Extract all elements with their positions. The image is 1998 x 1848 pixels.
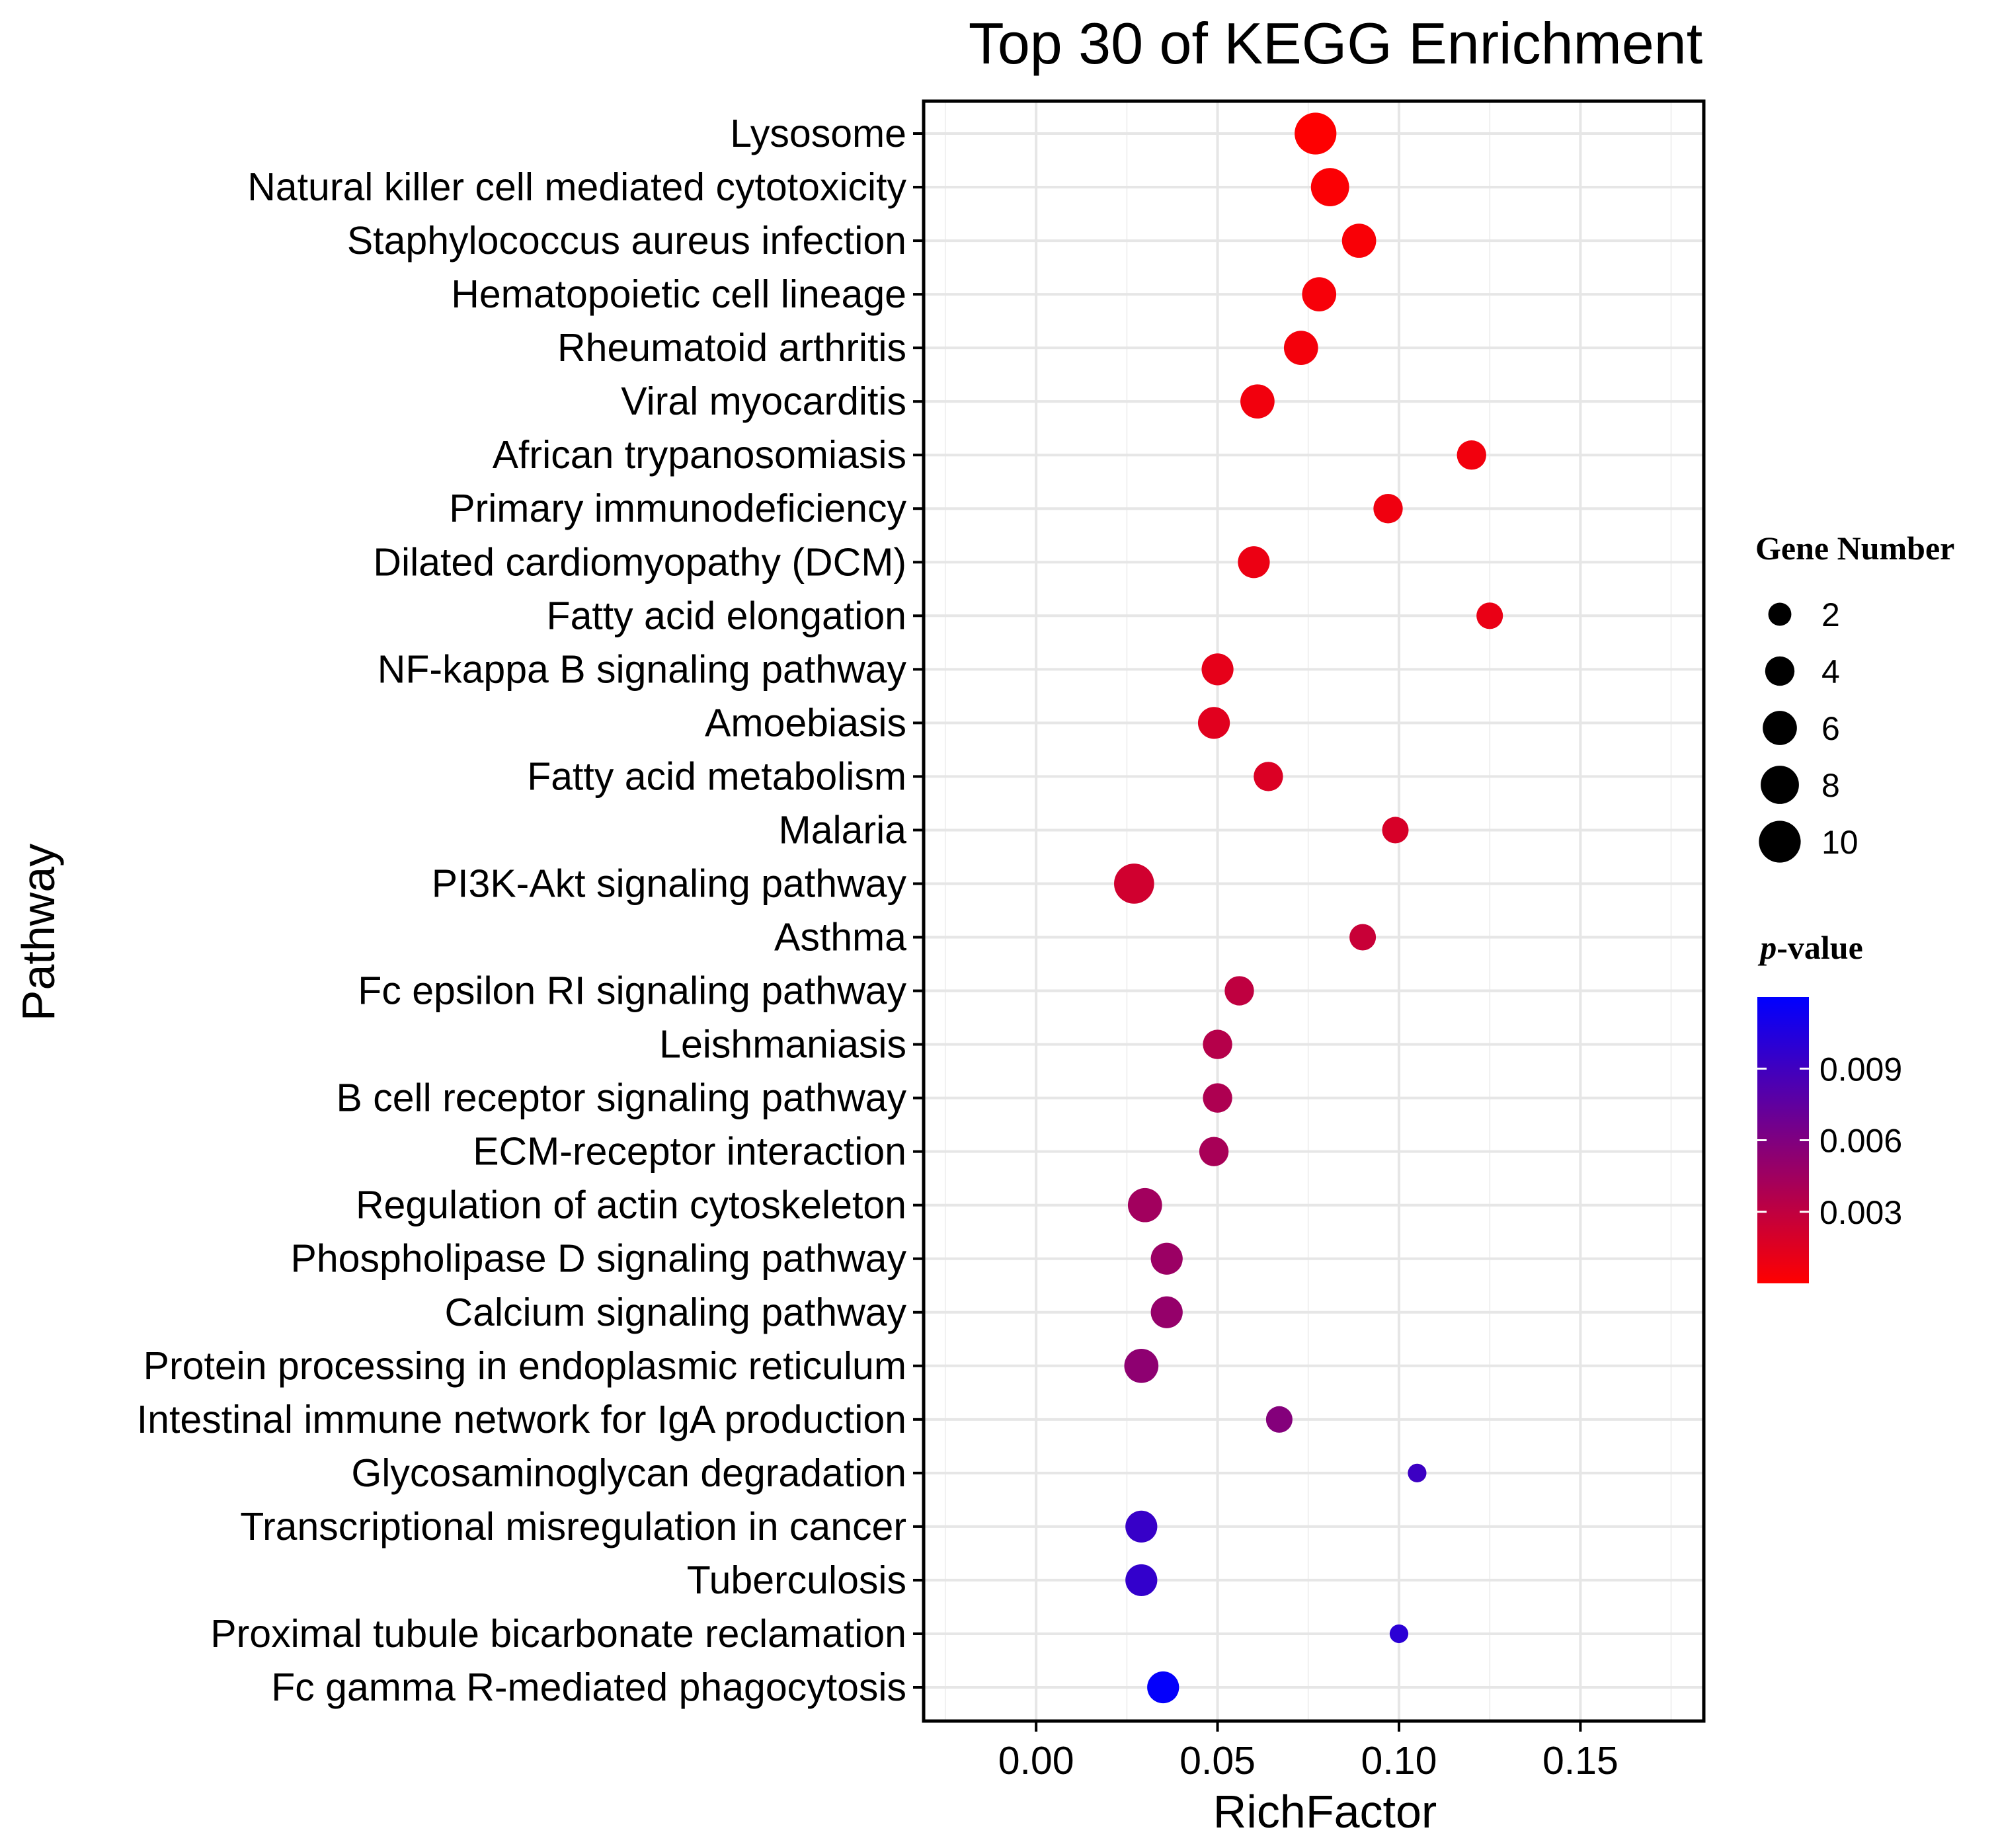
size-legend-dot	[1768, 602, 1792, 626]
data-point	[1224, 976, 1254, 1006]
y-tick-label: Fc epsilon RI signaling pathway	[358, 969, 906, 1013]
data-point	[1408, 1463, 1427, 1482]
y-tick-label: African trypanosomiasis	[493, 433, 906, 477]
y-axis: Lysosome Natural killer cell mediated cyt…	[137, 112, 924, 1709]
data-point	[1382, 817, 1409, 844]
y-tick-label: Fc gamma R-mediated phagocytosis	[271, 1666, 906, 1709]
y-axis-title: Pathway	[13, 844, 64, 1021]
data-point	[1124, 1348, 1159, 1383]
color-legend: p-value 0.003 0.006 0.009	[1757, 929, 1902, 1283]
data-point	[1457, 440, 1486, 470]
y-tick-label: Regulation of actin cytoskeleton	[356, 1184, 906, 1227]
size-legend-label: 8	[1821, 767, 1840, 804]
data-point	[1150, 1296, 1183, 1328]
size-legend-label: 4	[1821, 653, 1840, 690]
data-point	[1125, 1510, 1158, 1543]
x-tick-label: 0.00	[998, 1739, 1074, 1783]
y-tick-label: Asthma	[774, 916, 906, 959]
y-tick-label: Fatty acid elongation	[547, 594, 906, 637]
data-point	[1201, 653, 1234, 686]
y-tick-label: Primary immunodeficiency	[449, 487, 906, 530]
color-legend-title: p-value	[1757, 929, 1863, 966]
size-legend: Gene Number 2 4 6 8 10	[1755, 530, 1954, 863]
y-tick-label: ECM-receptor interaction	[473, 1130, 906, 1174]
data-point	[1341, 223, 1377, 258]
y-tick-label: Protein processing in endoplasmic reticu…	[143, 1344, 906, 1388]
data-point	[1199, 1137, 1229, 1166]
y-tick-label: Hematopoietic cell lineage	[451, 272, 906, 316]
y-tick-label: Fatty acid metabolism	[527, 754, 906, 798]
x-tick-label: 0.05	[1179, 1739, 1256, 1783]
y-tick-label: Calcium signaling pathway	[444, 1291, 906, 1334]
y-tick-label: Proximal tubule bicarbonate reclamation	[210, 1612, 906, 1656]
size-legend-label: 10	[1821, 824, 1858, 861]
x-tick-label: 0.15	[1542, 1739, 1618, 1783]
y-tick-label: Intestinal immune network for IgA produc…	[137, 1398, 906, 1441]
data-point	[1310, 168, 1349, 206]
size-legend-title: Gene Number	[1755, 530, 1954, 567]
data-point	[1150, 1242, 1183, 1275]
size-legend-dot	[1761, 766, 1799, 804]
y-tick-label: B cell receptor signaling pathway	[336, 1076, 906, 1120]
y-tick-label: NF-kappa B signaling pathway	[378, 647, 907, 691]
x-tick-label: 0.10	[1361, 1739, 1437, 1783]
y-tick-label: Malaria	[779, 808, 907, 852]
y-tick-label: Viral myocarditis	[621, 380, 906, 423]
size-legend-dot	[1765, 656, 1795, 686]
data-point	[1349, 924, 1377, 951]
data-point	[1147, 1671, 1179, 1704]
data-points	[1114, 112, 1503, 1704]
y-tick-label: Leishmaniasis	[659, 1023, 906, 1066]
data-point	[1389, 1624, 1409, 1644]
data-point	[1127, 1187, 1162, 1223]
data-point	[1125, 1564, 1158, 1597]
size-legend-dot	[1759, 821, 1801, 863]
data-point	[1295, 112, 1337, 155]
color-legend-title-italic: p	[1757, 929, 1777, 966]
data-point	[1265, 1406, 1293, 1433]
y-tick-label: Amoebiasis	[705, 701, 906, 744]
y-tick-label: Glycosaminoglycan degradation	[351, 1451, 906, 1495]
size-legend-label: 2	[1821, 596, 1840, 633]
color-legend-label: 0.003	[1819, 1194, 1902, 1231]
color-legend-title-rest: -value	[1777, 929, 1863, 966]
x-axis-title: RichFactor	[1213, 1786, 1437, 1837]
y-tick-label: Phospholipase D signaling pathway	[291, 1237, 907, 1281]
y-tick-label: Lysosome	[730, 112, 906, 155]
data-point	[1238, 546, 1270, 579]
size-legend-dot	[1763, 711, 1797, 745]
x-axis: 0.00 0.05 0.10 0.15	[998, 1721, 1618, 1783]
data-point	[1254, 762, 1283, 791]
data-point	[1283, 331, 1318, 365]
plot-panel-border	[922, 99, 1706, 1723]
data-point	[1240, 384, 1275, 419]
size-legend-label: 6	[1821, 710, 1840, 747]
data-point	[1197, 707, 1230, 739]
y-tick-label: Rheumatoid arthritis	[557, 326, 906, 370]
y-tick-label: Staphylococcus aureus infection	[347, 219, 906, 262]
color-legend-label: 0.006	[1819, 1123, 1902, 1160]
data-point	[1302, 277, 1337, 311]
y-tick-label: Tuberculosis	[687, 1558, 906, 1602]
data-point	[1203, 1083, 1232, 1113]
data-point	[1476, 602, 1503, 629]
y-tick-label: Natural killer cell mediated cytotoxicit…	[247, 165, 906, 209]
y-tick-label: PI3K-Akt signaling pathway	[432, 862, 907, 905]
y-tick-label: Dilated cardiomyopathy (DCM)	[373, 540, 906, 584]
data-point	[1114, 864, 1154, 904]
color-legend-label: 0.009	[1819, 1051, 1902, 1088]
y-tick-label: Transcriptional misregulation in cancer	[240, 1505, 906, 1548]
data-point	[1373, 494, 1403, 524]
chart-title: Top 30 of KEGG Enrichment	[969, 11, 1702, 76]
data-point	[1203, 1029, 1232, 1059]
